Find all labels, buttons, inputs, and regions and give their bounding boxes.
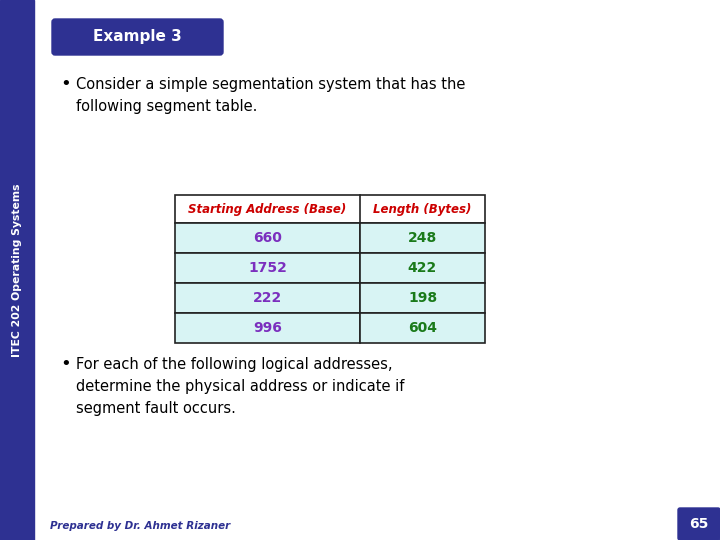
Text: 996: 996 (253, 321, 282, 335)
Text: Consider a simple segmentation system that has the: Consider a simple segmentation system th… (76, 77, 465, 91)
Text: 422: 422 (408, 261, 437, 275)
Text: For each of the following logical addresses,: For each of the following logical addres… (76, 356, 392, 372)
Text: following segment table.: following segment table. (76, 98, 257, 113)
Bar (175, 223, 360, 253)
Bar (175, 313, 360, 343)
Text: Prepared by Dr. Ahmet Rizaner: Prepared by Dr. Ahmet Rizaner (50, 521, 230, 531)
Text: Example 3: Example 3 (93, 30, 182, 44)
Bar (360, 313, 485, 343)
Bar (360, 223, 485, 253)
FancyBboxPatch shape (52, 19, 223, 55)
Text: •: • (60, 75, 71, 93)
Text: Length (Bytes): Length (Bytes) (373, 202, 472, 215)
Bar (360, 253, 485, 283)
Text: ITEC 202 Operating Systems: ITEC 202 Operating Systems (12, 183, 22, 357)
Bar (0, 0, 34, 540)
Bar (175, 195, 485, 223)
Text: 604: 604 (408, 321, 437, 335)
Bar (360, 283, 485, 313)
Text: Starting Address (Base): Starting Address (Base) (189, 202, 346, 215)
Text: 248: 248 (408, 231, 437, 245)
Text: •: • (60, 355, 71, 373)
Bar (175, 253, 360, 283)
Text: 65: 65 (689, 517, 708, 531)
Text: 198: 198 (408, 291, 437, 305)
Text: determine the physical address or indicate if: determine the physical address or indica… (76, 379, 405, 394)
Bar (175, 283, 360, 313)
FancyBboxPatch shape (678, 508, 720, 540)
Text: 660: 660 (253, 231, 282, 245)
Text: 1752: 1752 (248, 261, 287, 275)
Text: 222: 222 (253, 291, 282, 305)
Text: segment fault occurs.: segment fault occurs. (76, 401, 236, 415)
